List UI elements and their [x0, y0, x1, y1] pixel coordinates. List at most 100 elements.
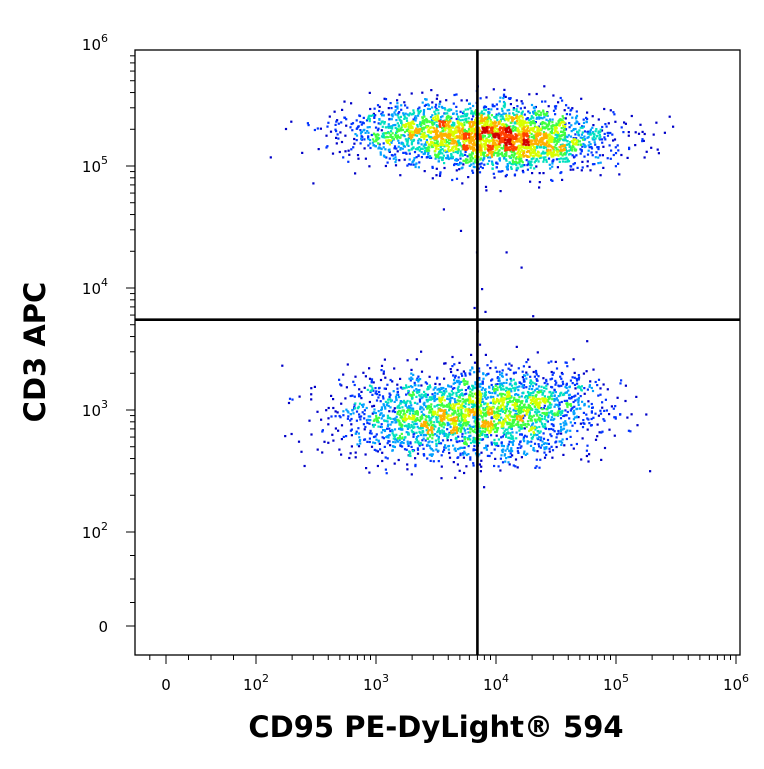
event-dot [402, 409, 405, 412]
event-dot [424, 119, 428, 122]
event-dot [505, 405, 508, 408]
event-dot [557, 384, 560, 387]
event-dot [440, 402, 444, 405]
event-dot [354, 407, 357, 410]
event-dot [589, 380, 592, 383]
event-dot [461, 182, 464, 185]
event-dot [409, 406, 412, 409]
event-dot [449, 425, 452, 429]
event-dot [536, 430, 539, 433]
event-dot [521, 169, 524, 172]
event-dot [533, 382, 536, 385]
event-dot [461, 374, 464, 377]
event-dot [380, 431, 383, 434]
event-dot [521, 102, 524, 105]
event-dot [478, 367, 481, 370]
event-dot [518, 161, 521, 164]
event-dot [549, 403, 552, 406]
event-dot [503, 103, 507, 106]
event-dot [395, 433, 398, 436]
event-dot [528, 119, 531, 122]
event-dot [470, 163, 473, 166]
event-dot [479, 385, 482, 388]
event-dot [349, 452, 352, 455]
event-dot [479, 145, 482, 148]
event-dot [464, 380, 467, 383]
event-dot [449, 418, 452, 421]
event-dot [465, 414, 468, 417]
event-dot [493, 430, 497, 434]
event-dot [410, 92, 413, 95]
event-dot [424, 439, 427, 442]
event-dot [543, 116, 546, 119]
event-dot [501, 383, 504, 386]
event-dot [416, 124, 419, 127]
event-dot [502, 385, 505, 388]
event-dot [384, 376, 387, 379]
event-dot [556, 399, 559, 402]
event-dot [548, 450, 551, 453]
event-dot [499, 421, 502, 424]
event-dot [509, 150, 512, 153]
event-dot [363, 417, 366, 420]
event-dot [371, 114, 375, 117]
event-dot [509, 97, 512, 100]
event-dot [404, 416, 407, 419]
event-dot [406, 463, 409, 466]
event-dot [497, 438, 500, 441]
event-dot [564, 431, 567, 434]
event-dot [394, 417, 397, 420]
event-dot [504, 449, 507, 452]
event-dot [496, 162, 499, 165]
event-dot [501, 147, 504, 150]
event-dot [404, 116, 407, 119]
event-dot [484, 391, 487, 394]
event-dot [394, 164, 398, 167]
event-dot [614, 405, 617, 408]
event-dot [449, 397, 452, 400]
event-dot [598, 431, 601, 434]
event-dot [506, 445, 509, 448]
event-dot [327, 406, 330, 410]
event-dot [507, 436, 511, 439]
event-dot [378, 105, 381, 108]
event-dot [551, 118, 554, 121]
event-dot [613, 416, 616, 419]
event-dot [495, 407, 498, 410]
event-dot [509, 425, 512, 428]
event-dot [464, 452, 467, 455]
event-dot [516, 129, 519, 132]
event-dot [580, 458, 583, 461]
event-dot [484, 393, 487, 397]
event-dot [379, 412, 382, 415]
event-dot [591, 137, 594, 140]
event-dot [580, 149, 583, 152]
event-dot [566, 405, 569, 409]
event-dot [499, 118, 502, 121]
event-dot [529, 154, 532, 157]
event-dot [408, 377, 411, 380]
event-dot [435, 109, 438, 112]
event-dot [488, 386, 491, 389]
event-dot [509, 432, 512, 435]
event-dot [603, 419, 606, 422]
event-dot [317, 148, 320, 151]
event-dot [483, 157, 486, 160]
event-dot [520, 148, 523, 152]
event-dot [506, 167, 509, 170]
event-dot [512, 437, 515, 440]
event-dot [444, 434, 448, 437]
event-dot [419, 427, 422, 430]
event-dot [479, 403, 483, 406]
event-dot [448, 456, 452, 459]
event-dot [374, 133, 377, 136]
event-dot [391, 445, 395, 448]
event-dot [474, 441, 477, 444]
event-dot [288, 397, 292, 400]
event-dot [449, 139, 452, 142]
event-dot [335, 136, 338, 139]
event-dot [630, 114, 633, 118]
event-dot [551, 154, 554, 157]
event-dot [597, 130, 600, 133]
event-dot [602, 145, 605, 148]
